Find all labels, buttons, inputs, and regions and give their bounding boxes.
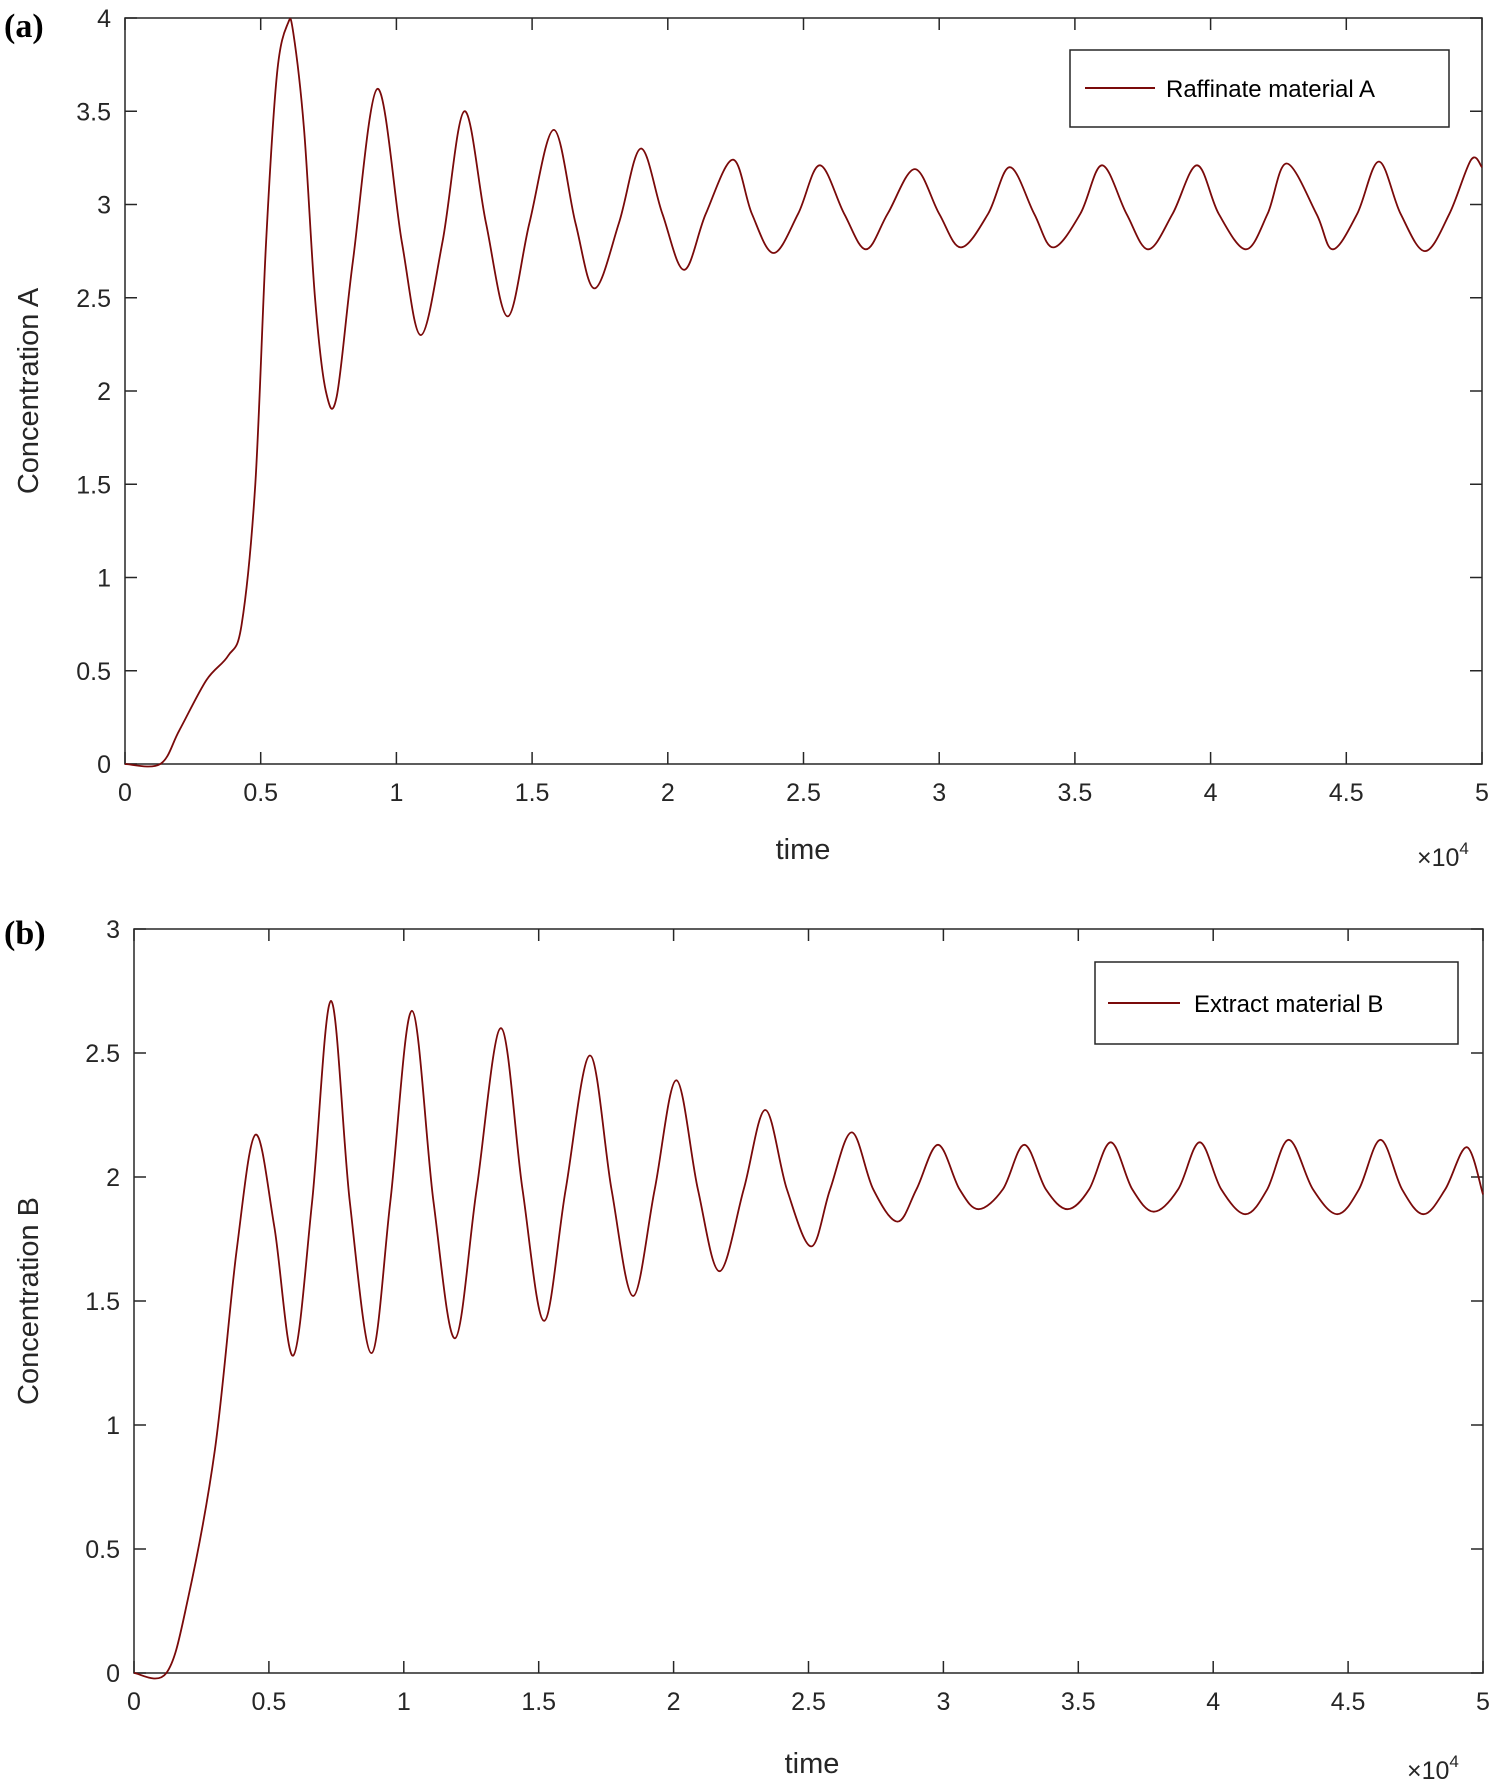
x-multiplier-base: ×10 [1407,1757,1449,1785]
y-tick-label: 2.5 [85,1040,120,1068]
x-tick-labels: 0 0.5 1 1.5 2 2.5 3 3.5 4 4.5 5 [127,1688,1490,1716]
legend-label: Extract material B [1194,991,1383,1018]
x-tick-label: 3.5 [1058,779,1093,807]
y-tick-label: 0 [97,751,111,779]
tick-marks [124,17,1483,765]
chart-panel-a: (a) 0 0.5 1 1.5 2 2.5 3 3.5 4 4.5 5 0 0.5 1 1.5 2 2.5 3 3… [4,5,1489,872]
x-axis-title: time [776,834,831,866]
x-tick-label: 5 [1476,1688,1490,1716]
chart-panel-b: (b) 0 0.5 1 1.5 2 2.5 3 3.5 4 4.5 5 00.511.522.53 … [4,915,1490,1785]
x-tick-label: 2.5 [786,779,821,807]
y-tick-labels: 0 0.5 1 1.5 2 2.5 3 [85,916,120,1688]
x-tick-label: 3 [936,1688,950,1716]
x-axis-title: time [785,1748,840,1780]
x-tick-label: 1.5 [515,779,550,807]
y-tick-label: 4 [97,5,111,33]
x-tick-label: 4 [1204,779,1218,807]
panel-label: (b) [4,915,46,952]
x-tick-label: 2 [661,779,675,807]
series-line-raffinate-a [124,17,1483,768]
legend-label: Raffinate material A [1166,76,1375,103]
series-line-extract-b [133,999,1484,1680]
x-tick-label: 5 [1475,779,1489,807]
x-multiplier-base: ×10 [1417,844,1459,872]
x-tick-label: 1 [397,1688,411,1716]
legend-box [1069,49,1450,128]
x-tick-label: 3.5 [1061,1688,1096,1716]
plot-area [133,928,1484,1674]
x-tick-label: 0 [118,779,132,807]
y-tick-label: 3 [97,192,111,220]
x-tick-label: 3 [932,779,946,807]
y-tick-label: 1 [97,565,111,593]
y-tick-label: 1.5 [76,471,111,499]
x-tick-label: 0.5 [252,1688,287,1716]
x-tick-label: 4.5 [1329,779,1364,807]
y-tick-label: 3 [106,916,120,944]
x-tick-label: 0.5 [243,779,278,807]
y-tick-label: 0.5 [76,658,111,686]
x-tick-label: 2.5 [791,1688,826,1716]
x-tick-label: 1.5 [521,1688,556,1716]
plot-area [124,17,1483,765]
x-tick-label: 0 [127,1688,141,1716]
x-multiplier-exponent: 4 [1449,1752,1458,1771]
x-multiplier-exponent: 4 [1459,839,1468,858]
y-tick-label: 2 [97,378,111,406]
legend: Extract material B [1094,961,1459,1045]
y-axis-title: Concentration A [13,287,45,494]
y-tick-label: 1 [106,1412,120,1440]
x-tick-labels: 0 0.5 1 1.5 2 2.5 3 3.5 4 4.5 5 [118,779,1489,807]
y-tick-label: 2.5 [76,285,111,313]
x-multiplier: ×104 [1407,1752,1459,1785]
y-tick-label: 0 [106,1660,120,1688]
x-multiplier: ×104 [1417,839,1469,872]
y-tick-label: 1.5 [85,1288,120,1316]
y-tick-label: 2 [106,1164,120,1192]
x-tick-label: 2 [667,1688,681,1716]
y-tick-label: 3.5 [76,98,111,126]
panel-label: (a) [4,8,44,45]
legend: Raffinate material A [1069,49,1450,128]
y-tick-label: 0.5 [85,1536,120,1564]
x-tick-label: 4.5 [1331,1688,1366,1716]
tick-marks [133,928,1484,1674]
x-tick-label: 4 [1206,1688,1220,1716]
y-tick-labels: 0 0.5 1 1.5 2 2.5 3 3.5 4 [76,5,111,779]
x-tick-label: 1 [389,779,403,807]
y-axis-title: Concentration B [13,1197,45,1405]
